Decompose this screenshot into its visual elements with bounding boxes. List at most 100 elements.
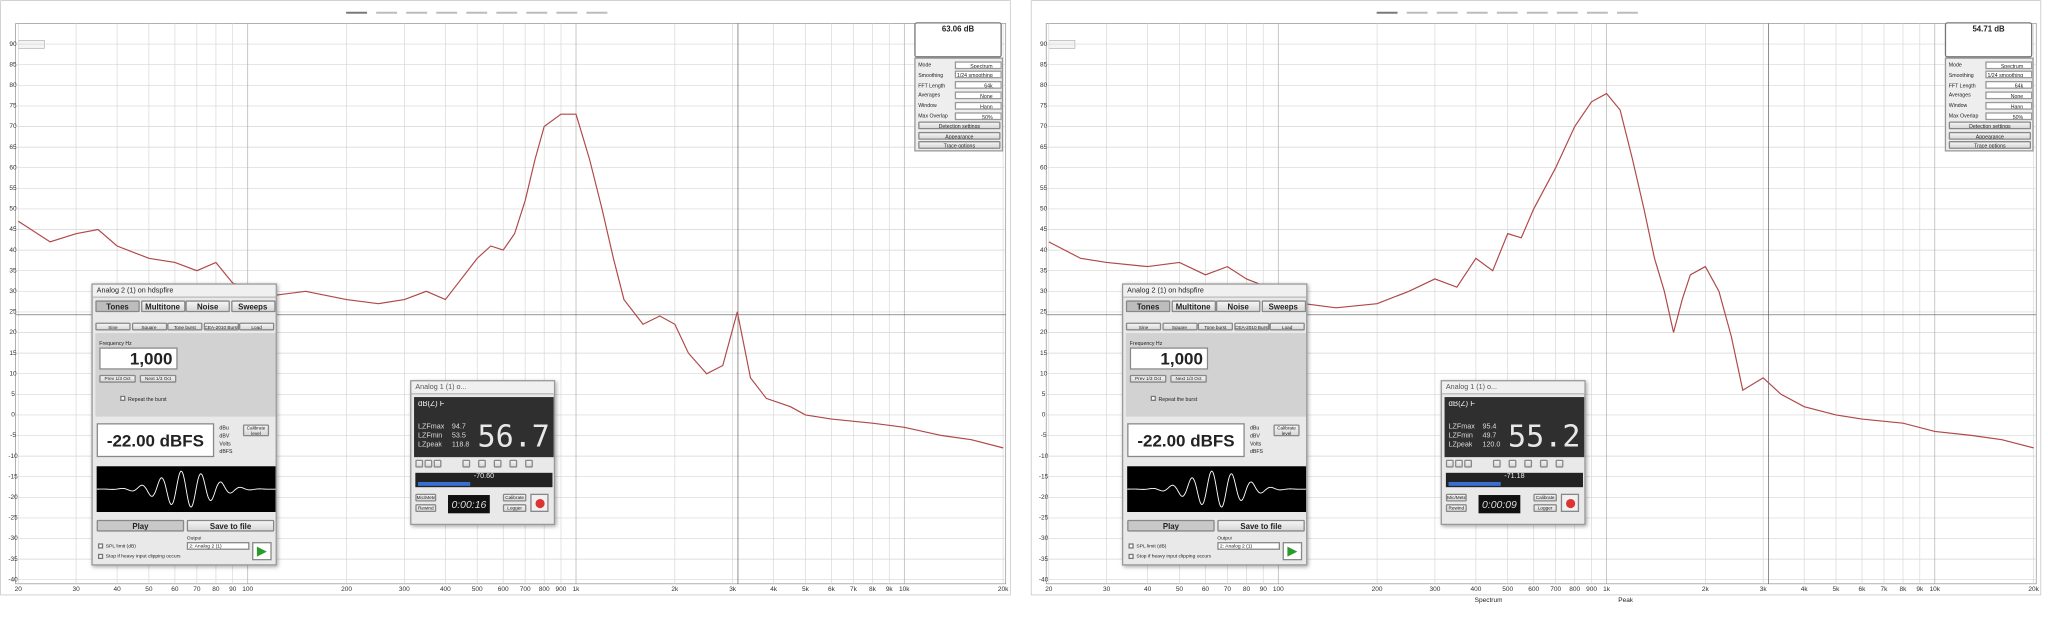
y-tick-label: -25 xyxy=(1039,515,1049,522)
meter-control[interactable] xyxy=(1455,459,1463,468)
save-button[interactable]: Save to file xyxy=(1217,519,1305,532)
setting-value[interactable]: Hann xyxy=(954,101,1002,110)
rewind-button[interactable]: Rewind xyxy=(1445,504,1467,512)
x-tick-label: 10k xyxy=(1930,586,1941,593)
setting-value[interactable]: Spectrum xyxy=(1985,60,2033,69)
x-tick-label: 60 xyxy=(1202,586,1210,593)
rewind-button[interactable]: Rewind xyxy=(415,504,437,512)
checkbox[interactable] xyxy=(97,543,104,549)
setting-value[interactable]: 1/24 smoothing xyxy=(1985,70,2033,79)
unit-radio[interactable]: dBV xyxy=(1249,432,1260,439)
level-field[interactable]: -22.00 dBFS xyxy=(1127,423,1245,458)
setting-value[interactable]: Spectrum xyxy=(954,60,1002,69)
settings-button[interactable]: Trace options xyxy=(1948,141,2032,150)
start-button[interactable]: ▶ xyxy=(252,542,272,561)
frequency-field[interactable]: 1,000 xyxy=(1129,347,1209,370)
subtab[interactable]: Tone burst xyxy=(1197,322,1233,331)
meter-control[interactable] xyxy=(493,459,502,468)
unit-radio[interactable]: dBFS xyxy=(219,447,233,455)
tab[interactable]: Sweeps xyxy=(1261,300,1306,313)
checkbox[interactable] xyxy=(120,395,126,401)
subtab[interactable]: Load xyxy=(239,322,275,331)
calibrate-button[interactable]: Calibrate xyxy=(502,493,527,502)
unit-radio[interactable]: dBu xyxy=(219,424,229,432)
setting-value[interactable]: 50% xyxy=(1985,111,2033,120)
checkbox[interactable] xyxy=(1128,553,1134,560)
mic-button[interactable]: Mic/Meter xyxy=(1445,493,1467,502)
tab[interactable]: Tones xyxy=(1125,300,1171,313)
play-button[interactable]: Play xyxy=(96,519,185,532)
output-select[interactable]: 2: Analog 2 (1) xyxy=(186,542,250,550)
meter-control[interactable] xyxy=(478,459,486,468)
output-select[interactable]: 2: Analog 2 (1) xyxy=(1217,542,1280,550)
meter-control[interactable] xyxy=(509,459,518,468)
logger-button[interactable]: Logger xyxy=(1533,504,1557,512)
meter-control[interactable] xyxy=(462,459,471,468)
unit-radio[interactable]: Volts xyxy=(1249,440,1262,447)
next-button[interactable]: Next 1/3 Oct xyxy=(1170,374,1207,383)
waveform-line xyxy=(1127,470,1307,508)
setting-value[interactable]: 50% xyxy=(954,111,1002,120)
prev-button[interactable]: Prev 1/3 Oct xyxy=(99,374,136,383)
checkbox[interactable] xyxy=(1128,543,1134,549)
subtab[interactable]: Sine xyxy=(95,322,131,331)
unit-radio[interactable]: dBu xyxy=(1249,424,1260,432)
meter-control[interactable] xyxy=(433,459,442,468)
level-field[interactable]: -22.00 dBFS xyxy=(96,423,215,458)
setting-value[interactable]: 64k xyxy=(954,81,1002,89)
start-button[interactable]: ▶ xyxy=(1282,542,1303,561)
unit-radio[interactable]: dBFS xyxy=(1249,447,1264,455)
subtab[interactable]: Sine xyxy=(1125,322,1162,331)
meter-control[interactable] xyxy=(1464,459,1472,468)
meter-control[interactable] xyxy=(1555,459,1564,468)
meter-control[interactable] xyxy=(415,459,424,468)
meter-control[interactable] xyxy=(1492,459,1501,468)
save-button[interactable]: Save to file xyxy=(186,519,275,532)
settings-button[interactable]: Appearance xyxy=(918,131,1001,140)
calibrate-button[interactable]: Calibrate level xyxy=(1273,424,1300,437)
play-button[interactable]: Play xyxy=(1127,519,1215,532)
setting-value[interactable]: None xyxy=(1985,91,2033,100)
setting-value[interactable]: 64k xyxy=(1985,81,2033,89)
unit-radio[interactable]: dBV xyxy=(219,432,230,439)
subtab[interactable]: Load xyxy=(1269,322,1305,331)
setting-value[interactable]: Hann xyxy=(1985,101,2033,110)
checkbox[interactable] xyxy=(1150,395,1156,401)
meter-control[interactable] xyxy=(1524,459,1533,468)
toolbar-icon xyxy=(1586,11,1608,14)
meter-control[interactable] xyxy=(424,459,433,468)
calibrate-button[interactable]: Calibrate xyxy=(1533,493,1557,502)
checkbox[interactable] xyxy=(97,553,104,560)
setting-value[interactable]: None xyxy=(954,91,1002,100)
tab[interactable]: Noise xyxy=(1215,300,1261,313)
meter-control[interactable] xyxy=(1445,459,1454,468)
meter-control[interactable] xyxy=(1539,459,1548,468)
subtab[interactable]: CEA-2010 Burst xyxy=(203,322,239,331)
x-tick-label: 80 xyxy=(212,586,220,593)
subtab[interactable]: Square xyxy=(1161,322,1198,331)
tab[interactable]: Tones xyxy=(95,300,140,313)
setting-value[interactable]: 1/24 smoothing xyxy=(954,70,1002,79)
tab[interactable]: Multitone xyxy=(140,300,185,313)
tab[interactable]: Noise xyxy=(185,300,230,313)
subtab[interactable]: CEA-2010 Burst xyxy=(1233,322,1269,331)
unit-radio[interactable]: Volts xyxy=(219,440,231,447)
next-button[interactable]: Next 1/3 Oct xyxy=(139,374,177,383)
settings-button[interactable]: Detection settings xyxy=(918,121,1001,130)
subtab[interactable]: Square xyxy=(131,322,167,331)
prev-button[interactable]: Prev 1/3 Oct xyxy=(1129,374,1167,383)
tab[interactable]: Multitone xyxy=(1170,300,1216,313)
calibrate-button[interactable]: Calibrate level xyxy=(242,424,270,437)
x-tick-label: 800 xyxy=(1569,586,1580,593)
tab[interactable]: Sweeps xyxy=(230,300,275,313)
meter-control[interactable] xyxy=(525,459,533,468)
meter-reading: 56.7 xyxy=(477,420,550,455)
meter-control[interactable] xyxy=(1508,459,1517,468)
frequency-field[interactable]: 1,000 xyxy=(99,347,178,370)
mic-button[interactable]: Mic/Meter xyxy=(415,493,437,502)
settings-button[interactable]: Trace options xyxy=(918,141,1001,150)
logger-button[interactable]: Logger xyxy=(502,504,527,512)
settings-button[interactable]: Detection settings xyxy=(1948,121,2032,130)
settings-button[interactable]: Appearance xyxy=(1948,131,2032,140)
subtab[interactable]: Tone burst xyxy=(167,322,203,331)
